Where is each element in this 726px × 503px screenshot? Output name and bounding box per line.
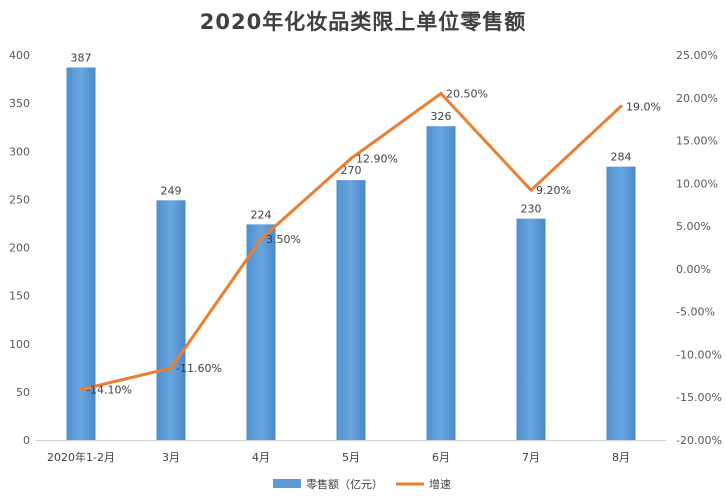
x-tick-label: 8月	[612, 451, 630, 464]
x-tick-label: 7月	[522, 451, 540, 464]
x-tick-label: 6月	[432, 451, 450, 464]
growth-value-label: 20.50%	[446, 88, 488, 101]
y-right-tick-label: -5.00%	[676, 306, 715, 319]
y-left-tick-label: 400	[9, 49, 30, 62]
y-right-tick-label: 5.00%	[676, 220, 711, 233]
y-left-tick-label: 0	[23, 434, 30, 447]
y-left-tick-label: 300	[9, 145, 30, 158]
y-left-tick-label: 150	[9, 290, 30, 303]
y-left-tick-label: 350	[9, 97, 30, 110]
growth-point	[349, 157, 353, 161]
growth-value-label: 19.0%	[626, 100, 661, 113]
legend-label-bars: 零售额（亿元）	[306, 477, 383, 491]
x-tick-label: 2020年1-2月	[47, 450, 115, 464]
growth-value-label: 12.90%	[356, 153, 398, 166]
growth-value-label: -11.60%	[176, 362, 222, 375]
y-right-tick-label: 0.00%	[676, 263, 711, 276]
x-tick-label: 4月	[252, 451, 270, 464]
bar-value-label: 387	[71, 52, 92, 65]
bar	[66, 67, 96, 440]
bar	[606, 166, 636, 440]
growth-point	[529, 188, 533, 192]
y-right-tick-label: -20.00%	[676, 434, 722, 447]
growth-value-label: 9.20%	[536, 184, 571, 197]
growth-point	[79, 388, 83, 392]
chart-title: 2020年化妆品类限上单位零售额	[199, 10, 527, 34]
bar	[516, 218, 546, 440]
legend-swatch-bars	[273, 479, 301, 488]
y-right-tick-label: -15.00%	[676, 391, 722, 404]
y-right-tick-label: -10.00%	[676, 348, 722, 361]
y-right-tick-label: 25.00%	[676, 49, 718, 62]
legend-label-line: 增速	[429, 477, 451, 491]
growth-point	[169, 366, 173, 370]
growth-point	[259, 237, 263, 241]
y-left-tick-label: 250	[9, 193, 30, 206]
y-right-tick-label: 15.00%	[676, 135, 718, 148]
bar	[426, 126, 456, 440]
bar-value-label: 326	[431, 110, 452, 123]
y-right-tick-label: 20.00%	[676, 92, 718, 105]
y-left-tick-label: 100	[9, 338, 30, 351]
bar	[156, 200, 186, 440]
bar-value-label: 230	[521, 203, 542, 216]
growth-point	[619, 104, 623, 108]
bar	[246, 224, 276, 440]
growth-value-label: 3.50%	[266, 233, 301, 246]
bar-value-label: 224	[251, 208, 272, 221]
bar	[336, 180, 366, 440]
growth-point	[439, 92, 443, 95]
bar-value-label: 270	[341, 164, 362, 177]
growth-value-label: -14.10%	[86, 384, 132, 397]
x-tick-label: 3月	[162, 451, 180, 464]
bar-value-label: 249	[161, 184, 182, 197]
bar-value-label: 284	[611, 151, 632, 164]
y-left-tick-label: 200	[9, 242, 30, 255]
y-right-tick-label: 10.00%	[676, 177, 718, 190]
x-tick-label: 5月	[342, 451, 360, 464]
y-left-tick-label: 50	[16, 386, 30, 399]
